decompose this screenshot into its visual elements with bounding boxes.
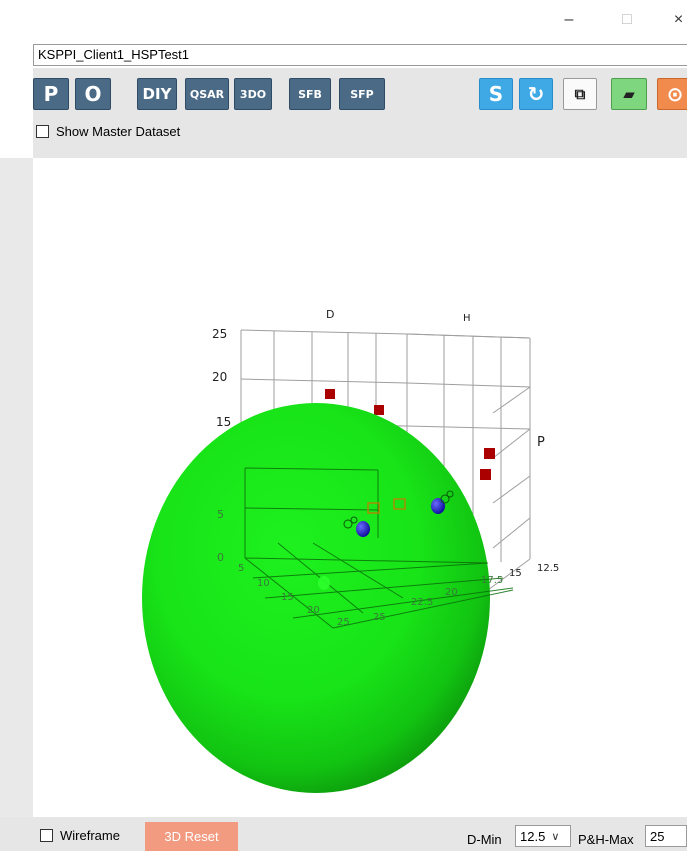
data-point[interactable] — [374, 405, 384, 415]
data-point[interactable] — [431, 498, 445, 514]
data-point[interactable] — [484, 448, 495, 459]
hsp-3d-plot[interactable]: D H P 25 20 15 5 0 5 10 15 20 25 25 22.5… — [33, 158, 687, 817]
y-tick-25: 25 — [373, 612, 386, 623]
minimize-button[interactable]: – — [564, 11, 574, 28]
show-master-label: Show Master Dataset — [56, 124, 181, 139]
y-tick-15: 15 — [509, 568, 522, 579]
diy-button[interactable]: DIY — [137, 78, 177, 110]
dataset-name-field[interactable]: KSPPI_Client1_HSPTest1 — [33, 44, 687, 66]
y-tick-12-5: 12.5 — [537, 563, 559, 574]
data-point[interactable] — [356, 521, 370, 537]
maximize-button[interactable]: □ — [622, 11, 632, 28]
data-point[interactable] — [325, 389, 335, 399]
y-tick-22-5: 22.5 — [411, 597, 433, 608]
wireframe-checkbox[interactable] — [40, 829, 53, 842]
d-min-select[interactable]: 12.5 ∨ — [515, 825, 571, 847]
book-icon[interactable]: ▰ — [611, 78, 647, 110]
show-master-checkbox[interactable] — [36, 125, 49, 138]
wireframe-toggle[interactable]: Wireframe — [40, 828, 120, 843]
data-point[interactable] — [480, 469, 491, 480]
copy-icon[interactable]: ⧉ — [563, 78, 597, 110]
x-tick-5: 5 — [238, 563, 244, 574]
3d-reset-button[interactable]: 3D Reset — [145, 822, 238, 851]
point-labels — [343, 490, 454, 529]
y-tick-17-5: 17.5 — [481, 575, 503, 586]
inner-grid — [244, 467, 514, 629]
hsp-sphere — [142, 403, 490, 793]
chevron-down-icon: ∨ — [551, 830, 560, 843]
d-min-value: 12.5 — [520, 828, 546, 844]
axis-label-p: P — [537, 435, 545, 450]
power-icon[interactable]: ⊙ — [657, 78, 687, 110]
s-button[interactable]: S — [479, 78, 513, 110]
bottom-bar — [0, 817, 687, 851]
x-tick-15: 15 — [281, 592, 294, 603]
z-tick-5: 5 — [217, 508, 224, 521]
refresh-icon[interactable]: ↻ — [519, 78, 553, 110]
data-point[interactable] — [318, 576, 330, 590]
ph-max-select[interactable]: 25 — [645, 825, 687, 847]
z-tick-25: 25 — [212, 327, 227, 341]
o-button[interactable]: O — [75, 78, 111, 110]
outside-points — [325, 389, 495, 480]
y-tick-20: 20 — [445, 587, 458, 598]
p-button[interactable]: P — [33, 78, 69, 110]
data-point[interactable] — [367, 502, 380, 514]
x-tick-20: 20 — [307, 605, 320, 616]
data-point[interactable] — [393, 498, 406, 510]
sfb-button[interactable]: SFB — [289, 78, 331, 110]
options-strip — [33, 116, 687, 158]
z-tick-15: 15 — [216, 415, 231, 429]
x-tick-10: 10 — [257, 578, 270, 589]
plot-area[interactable]: D H P 25 20 15 5 0 5 10 15 20 25 25 22.5… — [33, 158, 687, 817]
left-margin — [0, 158, 33, 817]
axis-label-d: D — [326, 308, 334, 321]
toolbar: P O DIY QSAR 3DO SFB SFP S ↻ ⧉ ▰ ⊙ — [33, 68, 687, 116]
ph-max-label: P&H-Max — [578, 832, 634, 847]
ph-max-value: 25 — [650, 828, 665, 844]
3do-button[interactable]: 3DO — [234, 78, 272, 110]
z-tick-0: 0 — [217, 551, 224, 564]
show-master-dataset-toggle[interactable]: Show Master Dataset — [36, 124, 180, 139]
side-wall-grid — [487, 338, 531, 591]
sfp-button[interactable]: SFP — [339, 78, 385, 110]
d-min-label: D-Min — [467, 832, 502, 847]
wireframe-label: Wireframe — [60, 828, 120, 843]
z-tick-20: 20 — [212, 370, 227, 384]
axis-label-h: H — [463, 313, 471, 324]
close-button[interactable]: × — [673, 11, 684, 28]
inside-points — [318, 498, 445, 590]
qsar-button[interactable]: QSAR — [185, 78, 229, 110]
x-tick-25: 25 — [337, 617, 350, 628]
